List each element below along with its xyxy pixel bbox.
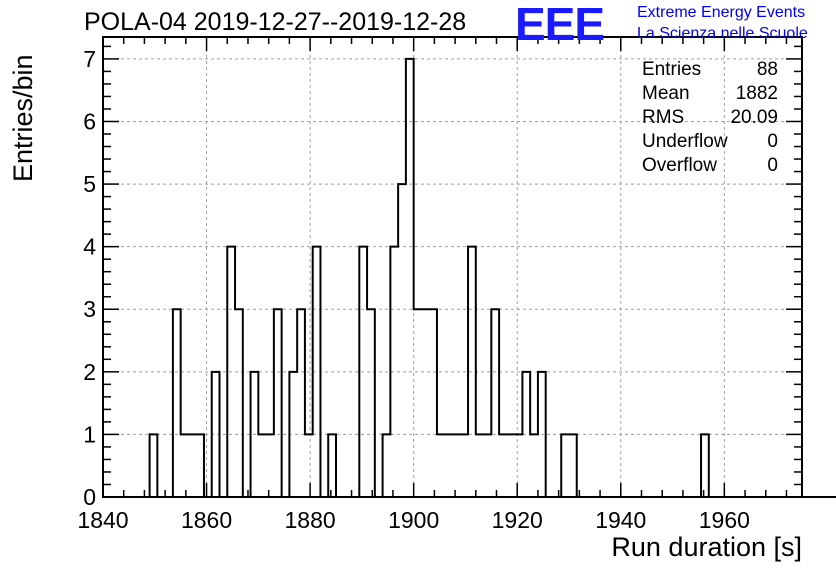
stat-label: Underflow	[642, 131, 728, 152]
stat-label: RMS	[642, 107, 685, 128]
logo-tagline-2: La Scienza nelle Scuole	[637, 25, 808, 42]
logo-mark: EEE	[515, 0, 605, 50]
y-tick-label: 2	[83, 359, 96, 385]
y-tick-label: 1	[83, 421, 96, 447]
stat-value: 20.09	[730, 107, 778, 128]
stat-row-rms: RMS 20.09	[642, 106, 778, 130]
stat-row-overflow: Overflow 0	[642, 154, 778, 178]
y-tick-label: 5	[83, 171, 96, 197]
stat-row-underflow: Underflow 0	[642, 130, 778, 154]
stat-value: 0	[767, 131, 778, 152]
stat-row-mean: Mean 1882	[642, 82, 778, 106]
y-tick-label: 6	[83, 108, 96, 134]
stat-label: Entries	[642, 59, 702, 80]
y-tick-label: 3	[83, 296, 96, 322]
x-tick-label: 1940	[595, 507, 646, 533]
logo-tagline-1: Extreme Energy Events	[637, 4, 806, 21]
stat-value: 1882	[735, 83, 778, 104]
x-tick-label: 1900	[388, 507, 439, 533]
stat-label: Mean	[642, 83, 690, 104]
y-tick-label: 0	[83, 484, 96, 510]
histogram-series	[103, 57, 836, 498]
x-tick-label: 1840	[77, 507, 128, 533]
y-axis-label: Entries/bin	[8, 54, 38, 182]
x-tick-label: 1920	[492, 507, 543, 533]
stat-row-entries: Entries 88	[642, 58, 778, 82]
x-axis-label: Run duration [s]	[611, 532, 802, 562]
stat-value: 0	[767, 155, 778, 176]
x-tick-label: 1880	[285, 507, 336, 533]
stat-label: Overflow	[642, 155, 717, 176]
plot-frame	[102, 36, 803, 498]
x-tick-label: 1960	[699, 507, 750, 533]
y-tick-label: 7	[83, 46, 96, 72]
chart-title: POLA-04 2019-12-27--2019-12-28	[84, 8, 467, 36]
x-tick-label: 1860	[181, 507, 232, 533]
stat-value: 88	[756, 59, 778, 80]
y-tick-label: 4	[83, 234, 96, 260]
stats-box: Entries 88 Mean 1882 RMS 20.09 Underflow…	[642, 58, 778, 178]
